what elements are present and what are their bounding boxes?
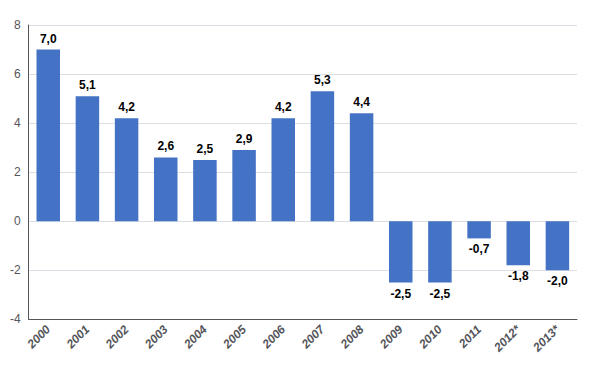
svg-text:2,6: 2,6	[157, 139, 174, 153]
svg-text:2,9: 2,9	[236, 132, 253, 146]
svg-text:-0,7: -0,7	[469, 242, 490, 256]
svg-text:8: 8	[14, 18, 21, 32]
svg-text:2002: 2002	[102, 322, 132, 352]
svg-text:-1,8: -1,8	[508, 269, 529, 283]
svg-text:-2: -2	[10, 263, 21, 277]
svg-text:-2,0: -2,0	[547, 274, 568, 288]
svg-text:2,5: 2,5	[197, 142, 214, 156]
svg-text:2008: 2008	[337, 322, 367, 352]
svg-text:-4: -4	[10, 312, 21, 326]
svg-text:4,2: 4,2	[275, 100, 292, 114]
svg-text:5,1: 5,1	[79, 78, 96, 92]
svg-text:5,3: 5,3	[314, 73, 331, 87]
svg-text:-2,5: -2,5	[390, 287, 411, 301]
svg-text:2013*: 2013*	[530, 321, 564, 355]
svg-text:2000: 2000	[24, 322, 54, 352]
svg-text:2003: 2003	[141, 322, 171, 352]
svg-text:2011: 2011	[455, 322, 484, 351]
svg-text:6: 6	[14, 67, 21, 81]
svg-text:2005: 2005	[220, 322, 250, 352]
svg-text:4,2: 4,2	[118, 100, 135, 114]
svg-text:0: 0	[14, 214, 21, 228]
svg-text:2009: 2009	[376, 322, 406, 352]
svg-text:4,4: 4,4	[353, 95, 370, 109]
svg-text:2004: 2004	[180, 322, 210, 352]
svg-text:4: 4	[14, 116, 21, 130]
svg-text:7,0: 7,0	[40, 32, 57, 46]
svg-text:2006: 2006	[259, 322, 289, 352]
svg-text:2010: 2010	[415, 322, 445, 352]
svg-text:2: 2	[14, 165, 21, 179]
svg-text:-2,5: -2,5	[430, 287, 451, 301]
svg-text:2001: 2001	[63, 322, 93, 352]
svg-text:2012*: 2012*	[490, 321, 524, 355]
svg-text:2007: 2007	[298, 321, 328, 351]
